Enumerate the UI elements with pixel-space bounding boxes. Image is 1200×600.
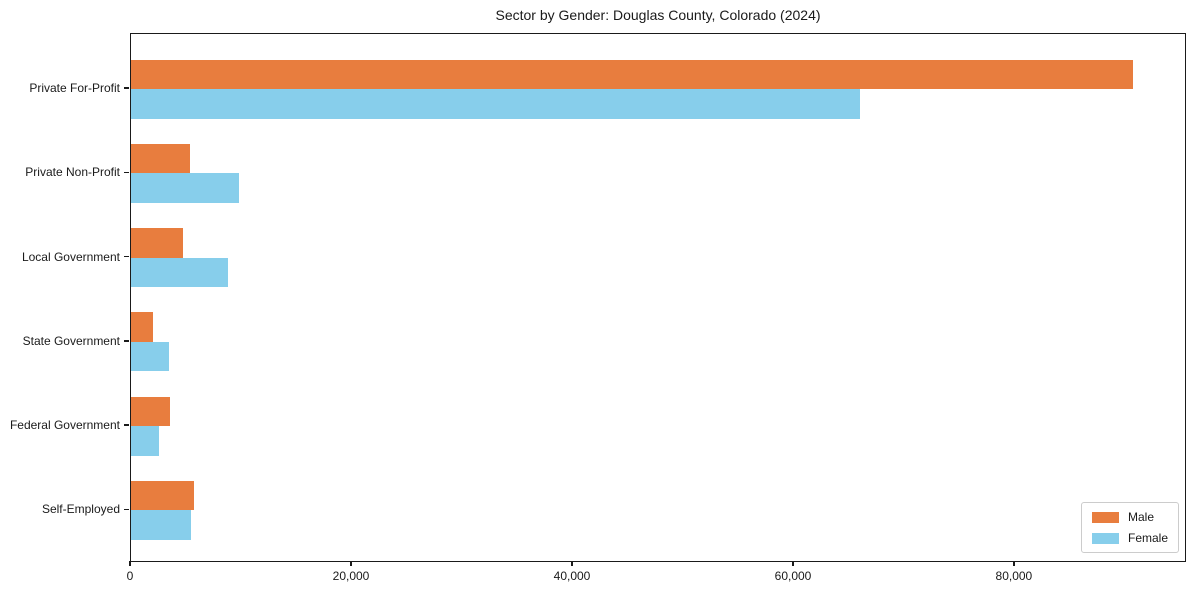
y-label-self-employed: Self-Employed bbox=[41, 502, 120, 517]
plot-area: Male Female bbox=[130, 33, 1186, 562]
y-axis-ticks bbox=[124, 33, 130, 562]
x-tick-mark bbox=[350, 561, 352, 566]
x-tick-mark bbox=[129, 561, 131, 566]
legend: Male Female bbox=[1080, 502, 1179, 553]
chart-title: Sector by Gender: Douglas County, Colora… bbox=[495, 7, 821, 23]
x-tick-mark bbox=[792, 561, 794, 566]
y-label-private-for-profit: Private For-Profit bbox=[29, 81, 120, 95]
legend-label-male: Male bbox=[1127, 510, 1154, 524]
legend-swatch-male bbox=[1091, 511, 1119, 523]
bar-female-state-government bbox=[131, 341, 169, 372]
y-tick-mark bbox=[124, 255, 129, 258]
bar-male-private-for-profit bbox=[131, 59, 1134, 89]
bar-male-self-employed bbox=[131, 480, 194, 511]
y-label-state-government: State Government bbox=[22, 333, 120, 348]
y-label-private-non-profit: Private Non-Profit bbox=[25, 165, 120, 180]
x-tick-mark bbox=[571, 561, 573, 566]
legend-swatch-female bbox=[1091, 532, 1119, 544]
y-tick-mark bbox=[124, 424, 129, 426]
x-tick-label-60-000: 60,000 bbox=[774, 569, 812, 583]
bar-male-state-government bbox=[131, 312, 154, 342]
y-tick-mark bbox=[124, 87, 129, 89]
bar-female-private-for-profit bbox=[131, 89, 861, 119]
bar-male-private-non-profit bbox=[131, 143, 190, 174]
x-tick-label-40-000: 40,000 bbox=[553, 569, 591, 583]
x-axis-ticks: 0 20,000 40,000 60,000 80,000 bbox=[127, 560, 1186, 600]
bar-male-federal-government bbox=[131, 396, 170, 426]
y-axis-labels: Private For-Profit Private Non-Profit Loca… bbox=[0, 33, 120, 562]
x-tick-label-20-000: 20,000 bbox=[332, 569, 370, 583]
x-tick-mark bbox=[1013, 561, 1015, 566]
y-tick-mark bbox=[124, 508, 129, 511]
y-label-local-government: Local Government bbox=[21, 249, 120, 264]
y-tick-mark bbox=[124, 171, 129, 173]
bar-male-local-government bbox=[131, 228, 183, 258]
bar-female-federal-government bbox=[131, 426, 159, 456]
legend-item-female: Female bbox=[1091, 531, 1168, 545]
bar-female-local-government bbox=[131, 257, 229, 287]
bar-female-private-non-profit bbox=[131, 173, 240, 203]
y-label-federal-government: Federal Government bbox=[9, 418, 120, 432]
bar-female-self-employed bbox=[131, 510, 191, 540]
x-tick-label-80-000: 80,000 bbox=[995, 569, 1033, 583]
legend-item-male: Male bbox=[1091, 510, 1168, 524]
y-tick-mark bbox=[124, 340, 129, 342]
legend-label-female: Female bbox=[1127, 531, 1168, 545]
x-tick-label-0: 0 bbox=[126, 569, 134, 583]
